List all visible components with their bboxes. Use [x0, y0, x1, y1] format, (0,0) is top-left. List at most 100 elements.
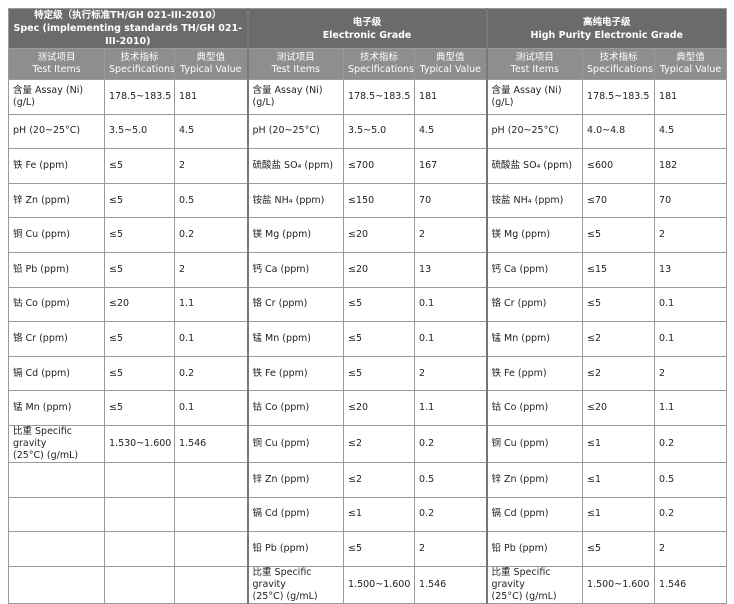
table-cell: 含量 Assay (Ni) (g/L) — [485, 79, 584, 115]
table-cell: 2 — [654, 531, 728, 567]
text-line: 测试项目 — [515, 52, 554, 63]
table-row: pH (20~25°C) 3.5~5.0 4.5 pH (20~25°C) 3.5~5.… — [8, 113, 728, 150]
table-cell: ≤5 — [343, 531, 416, 567]
table-cell: 4.0~4.8 — [582, 113, 656, 150]
table-cell: ≤1 — [343, 496, 416, 533]
table-cell: ≤2 — [582, 355, 656, 392]
table-cell: 1.1 — [173, 286, 249, 323]
table-body: 含量 Assay (Ni) (g/L) 178.5~183.5 181 含量 Assa… — [8, 79, 728, 604]
table-cell: 1.546 — [654, 565, 728, 604]
table-cell — [8, 531, 105, 567]
table-cell: ≤5 — [582, 217, 656, 253]
table-cell — [173, 531, 249, 567]
spec-table: 特定级（执行标准TH/GH 021-III-2010） Spec (impleme… — [7, 8, 728, 604]
table-cell: 铅 Pb (ppm) — [246, 531, 345, 567]
table-cell: 锰 Mn (ppm) — [246, 321, 345, 357]
table-cell: 钙 Ca (ppm) — [246, 251, 345, 288]
table-cell: ≤20 — [343, 390, 416, 426]
table-row: 铬 Cr (ppm) ≤5 0.1 锰 Mn (ppm) ≤5 0.1 锰 Mn (ppm)… — [8, 321, 728, 357]
table-row: 铁 Fe (ppm) ≤5 2 硫酸盐 SO₄ (ppm) ≤700 167 硫酸盐 SO₄… — [8, 148, 728, 184]
group-title: 高纯电子级 High Purity Electronic Grade — [485, 8, 728, 49]
table-cell: 铜 Cu (ppm) — [8, 217, 105, 253]
table-cell: pH (20~25°C) — [246, 113, 345, 150]
table-row: 含量 Assay (Ni) (g/L) 178.5~183.5 181 含量 Assa… — [8, 79, 728, 115]
table-cell: 0.1 — [654, 321, 728, 357]
table-cell: 铁 Fe (ppm) — [8, 148, 105, 184]
text-line: High Purity Electronic Grade — [530, 29, 684, 41]
table-cell: 178.5~183.5 — [104, 79, 175, 115]
table-cell: 4.5 — [654, 113, 728, 150]
text-line: 技术指标 — [120, 52, 159, 63]
table-cell: 锌 Zn (ppm) — [8, 182, 105, 219]
table-cell: 0.2 — [414, 496, 488, 533]
table-cell: ≤5 — [104, 355, 175, 392]
text-line: Typical Value — [180, 64, 242, 75]
text-line: 比重 Specific gravity — [13, 425, 72, 449]
table-cell — [173, 565, 249, 604]
table-cell: 2 — [173, 251, 249, 288]
table-cell — [104, 531, 175, 567]
text-line: Specifications — [587, 64, 653, 75]
text-line: Electronic Grade — [322, 29, 412, 41]
column-header: 典型值 Typical Value — [654, 48, 728, 80]
table-cell: 1.546 — [414, 565, 488, 604]
table-cell: ≤1 — [582, 461, 656, 498]
table-cell — [8, 565, 105, 604]
table-cell: 178.5~183.5 — [343, 79, 416, 115]
table-cell: 1.500~1.600 — [343, 565, 416, 604]
column-header-row: 测试项目 Test Items 技术指标 Specifications 典型值 Typic… — [8, 48, 728, 80]
table-cell: 锰 Mn (ppm) — [8, 390, 105, 426]
table-cell: 锌 Zn (ppm) — [246, 461, 345, 498]
table-cell: 2 — [173, 148, 249, 184]
table-cell: 铬 Cr (ppm) — [485, 286, 584, 323]
text-line: Specifications — [348, 64, 414, 75]
group-header-row: 特定级（执行标准TH/GH 021-III-2010） Spec (impleme… — [7, 8, 728, 49]
table-cell: 钙 Ca (ppm) — [485, 251, 584, 288]
table-cell: 2 — [414, 531, 488, 567]
table-cell: 铬 Cr (ppm) — [8, 321, 105, 357]
table-cell: 硫酸盐 SO₄ (ppm) — [246, 148, 345, 184]
table-header: 特定级（执行标准TH/GH 021-III-2010） Spec (impleme… — [7, 8, 728, 80]
text-line: Test Items — [32, 64, 81, 75]
text-line: 典型值 — [196, 52, 226, 63]
table-cell: 1.500~1.600 — [582, 565, 656, 604]
table-cell: 0.1 — [654, 286, 728, 323]
column-header: 技术指标 Specifications — [582, 48, 656, 80]
table-cell: ≤600 — [582, 148, 656, 184]
table-cell: ≤5 — [104, 217, 175, 253]
column-header: 测试项目 Test Items — [485, 48, 584, 80]
text-line: Test Items — [510, 64, 559, 75]
table-cell: 13 — [654, 251, 728, 288]
table-row: 镉 Cd (ppm) ≤1 0.2 镉 Cd (ppm) ≤1 0.2 — [8, 496, 728, 533]
column-header: 测试项目 Test Items — [8, 48, 105, 80]
table-cell: 比重 Specific gravity (25°C) (g/mL) — [8, 424, 105, 463]
table-row: 铅 Pb (ppm) ≤5 2 钙 Ca (ppm) ≤20 13 钙 Ca (ppm) ≤1… — [8, 251, 728, 288]
table-cell: 镉 Cd (ppm) — [8, 355, 105, 392]
table-cell: ≤20 — [343, 217, 416, 253]
table-cell: 含量 Assay (Ni) (g/L) — [246, 79, 345, 115]
table-cell: 铵盐 NH₄ (ppm) — [246, 182, 345, 219]
table-cell: 铅 Pb (ppm) — [485, 531, 584, 567]
table-cell: 2 — [414, 217, 488, 253]
column-header: 典型值 Typical Value — [414, 48, 488, 80]
table-row: 镉 Cd (ppm) ≤5 0.2 铁 Fe (ppm) ≤5 2 铁 Fe (ppm) ≤2… — [8, 355, 728, 392]
table-cell: 0.5 — [414, 461, 488, 498]
text-line: Spec (implementing standards TH/GH 021-I… — [13, 23, 243, 47]
table-cell: 铁 Fe (ppm) — [246, 355, 345, 392]
text-line: (25°C) (g/mL) — [13, 449, 79, 461]
table-cell: ≤5 — [343, 355, 416, 392]
table-cell: 167 — [414, 148, 488, 184]
table-cell: ≤1 — [582, 496, 656, 533]
table-cell: ≤20 — [104, 286, 175, 323]
table-cell: 镁 Mg (ppm) — [485, 217, 584, 253]
table-cell: 1.1 — [414, 390, 488, 426]
table-cell: 比重 Specific gravity (25°C) (g/mL) — [485, 565, 584, 604]
table-cell: ≤5 — [582, 531, 656, 567]
table-cell: 2 — [654, 355, 728, 392]
table-cell: 镉 Cd (ppm) — [246, 496, 345, 533]
group-title: 特定级（执行标准TH/GH 021-III-2010） Spec (impleme… — [7, 8, 249, 49]
table-cell: ≤5 — [104, 251, 175, 288]
text-line: Typical Value — [659, 64, 722, 75]
table-cell: 钴 Co (ppm) — [485, 390, 584, 426]
table-cell: 182 — [654, 148, 728, 184]
